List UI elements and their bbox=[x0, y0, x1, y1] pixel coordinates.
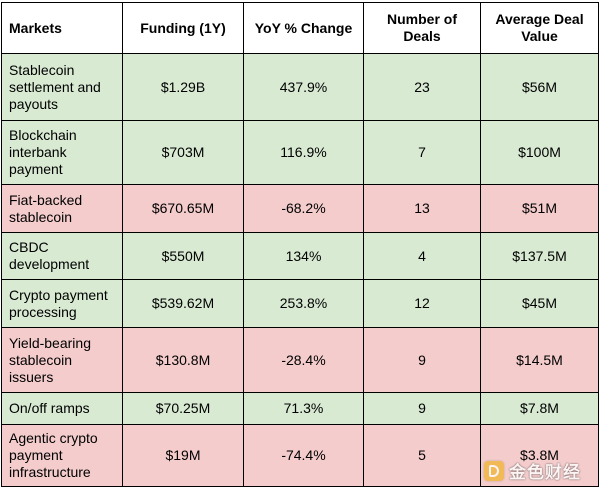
avg-deal-cell: $137.5M bbox=[480, 232, 599, 280]
table-row: Crypto payment processing $539.62M 253.8… bbox=[1, 279, 599, 328]
deals-cell: 12 bbox=[363, 279, 481, 328]
funding-cell: $539.62M bbox=[122, 279, 244, 328]
header-markets: Markets bbox=[1, 2, 123, 54]
market-cell: CBDC development bbox=[1, 232, 123, 280]
deals-cell: 9 bbox=[363, 392, 481, 425]
market-cell: Stablecoin settlement and payouts bbox=[1, 53, 123, 121]
header-funding: Funding (1Y) bbox=[122, 2, 244, 54]
watermark: 金色财经 bbox=[484, 458, 581, 483]
yoy-cell: -68.2% bbox=[243, 184, 364, 233]
deals-cell: 23 bbox=[363, 53, 481, 121]
deals-cell: 7 bbox=[363, 120, 481, 185]
market-cell: Agentic crypto payment infrastructure bbox=[1, 424, 123, 487]
watermark-text: 金色财经 bbox=[509, 463, 581, 483]
avg-deal-cell: $51M bbox=[480, 184, 599, 233]
header-average-deal-value: Average Deal Value bbox=[480, 2, 599, 54]
deals-cell: 5 bbox=[363, 424, 481, 487]
funding-cell: $670.65M bbox=[122, 184, 244, 233]
yoy-cell: -74.4% bbox=[243, 424, 364, 487]
funding-cell: $703M bbox=[122, 120, 244, 185]
avg-deal-cell: $45M bbox=[480, 279, 599, 328]
header-row: Markets Funding (1Y) YoY % Change Number… bbox=[1, 2, 599, 54]
yoy-cell: -28.4% bbox=[243, 327, 364, 393]
yoy-cell: 437.9% bbox=[243, 53, 364, 121]
yoy-cell: 253.8% bbox=[243, 279, 364, 328]
market-cell: Crypto payment processing bbox=[1, 279, 123, 328]
avg-deal-cell: $56M bbox=[480, 53, 599, 121]
market-cell: Blockchain interbank payment bbox=[1, 120, 123, 185]
deals-cell: 13 bbox=[363, 184, 481, 233]
funding-cell: $550M bbox=[122, 232, 244, 280]
deals-cell: 9 bbox=[363, 327, 481, 393]
table-row: Stablecoin settlement and payouts $1.29B… bbox=[1, 53, 599, 121]
avg-deal-cell: $7.8M bbox=[480, 392, 599, 425]
table-row: On/off ramps $70.25M 71.3% 9 $7.8M bbox=[1, 392, 599, 425]
yoy-cell: 71.3% bbox=[243, 392, 364, 425]
market-cell: On/off ramps bbox=[1, 392, 123, 425]
deals-cell: 4 bbox=[363, 232, 481, 280]
yoy-cell: 116.9% bbox=[243, 120, 364, 185]
jinse-logo-icon bbox=[484, 460, 504, 481]
funding-cell: $19M bbox=[122, 424, 244, 487]
header-yoy-change: YoY % Change bbox=[243, 2, 364, 54]
header-number-of-deals: Number of Deals bbox=[363, 2, 481, 54]
table-row: Yield-bearing stablecoin issuers $130.8M… bbox=[1, 327, 599, 393]
funding-cell: $70.25M bbox=[122, 392, 244, 425]
table-row: Blockchain interbank payment $703M 116.9… bbox=[1, 120, 599, 185]
avg-deal-cell: $100M bbox=[480, 120, 599, 185]
table-row: CBDC development $550M 134% 4 $137.5M bbox=[1, 232, 599, 280]
funding-cell: $130.8M bbox=[122, 327, 244, 393]
avg-deal-cell: $14.5M bbox=[480, 327, 599, 393]
market-cell: Yield-bearing stablecoin issuers bbox=[1, 327, 123, 393]
funding-cell: $1.29B bbox=[122, 53, 244, 121]
market-cell: Fiat-backed stablecoin bbox=[1, 184, 123, 233]
yoy-cell: 134% bbox=[243, 232, 364, 280]
table-row: Fiat-backed stablecoin $670.65M -68.2% 1… bbox=[1, 184, 599, 233]
